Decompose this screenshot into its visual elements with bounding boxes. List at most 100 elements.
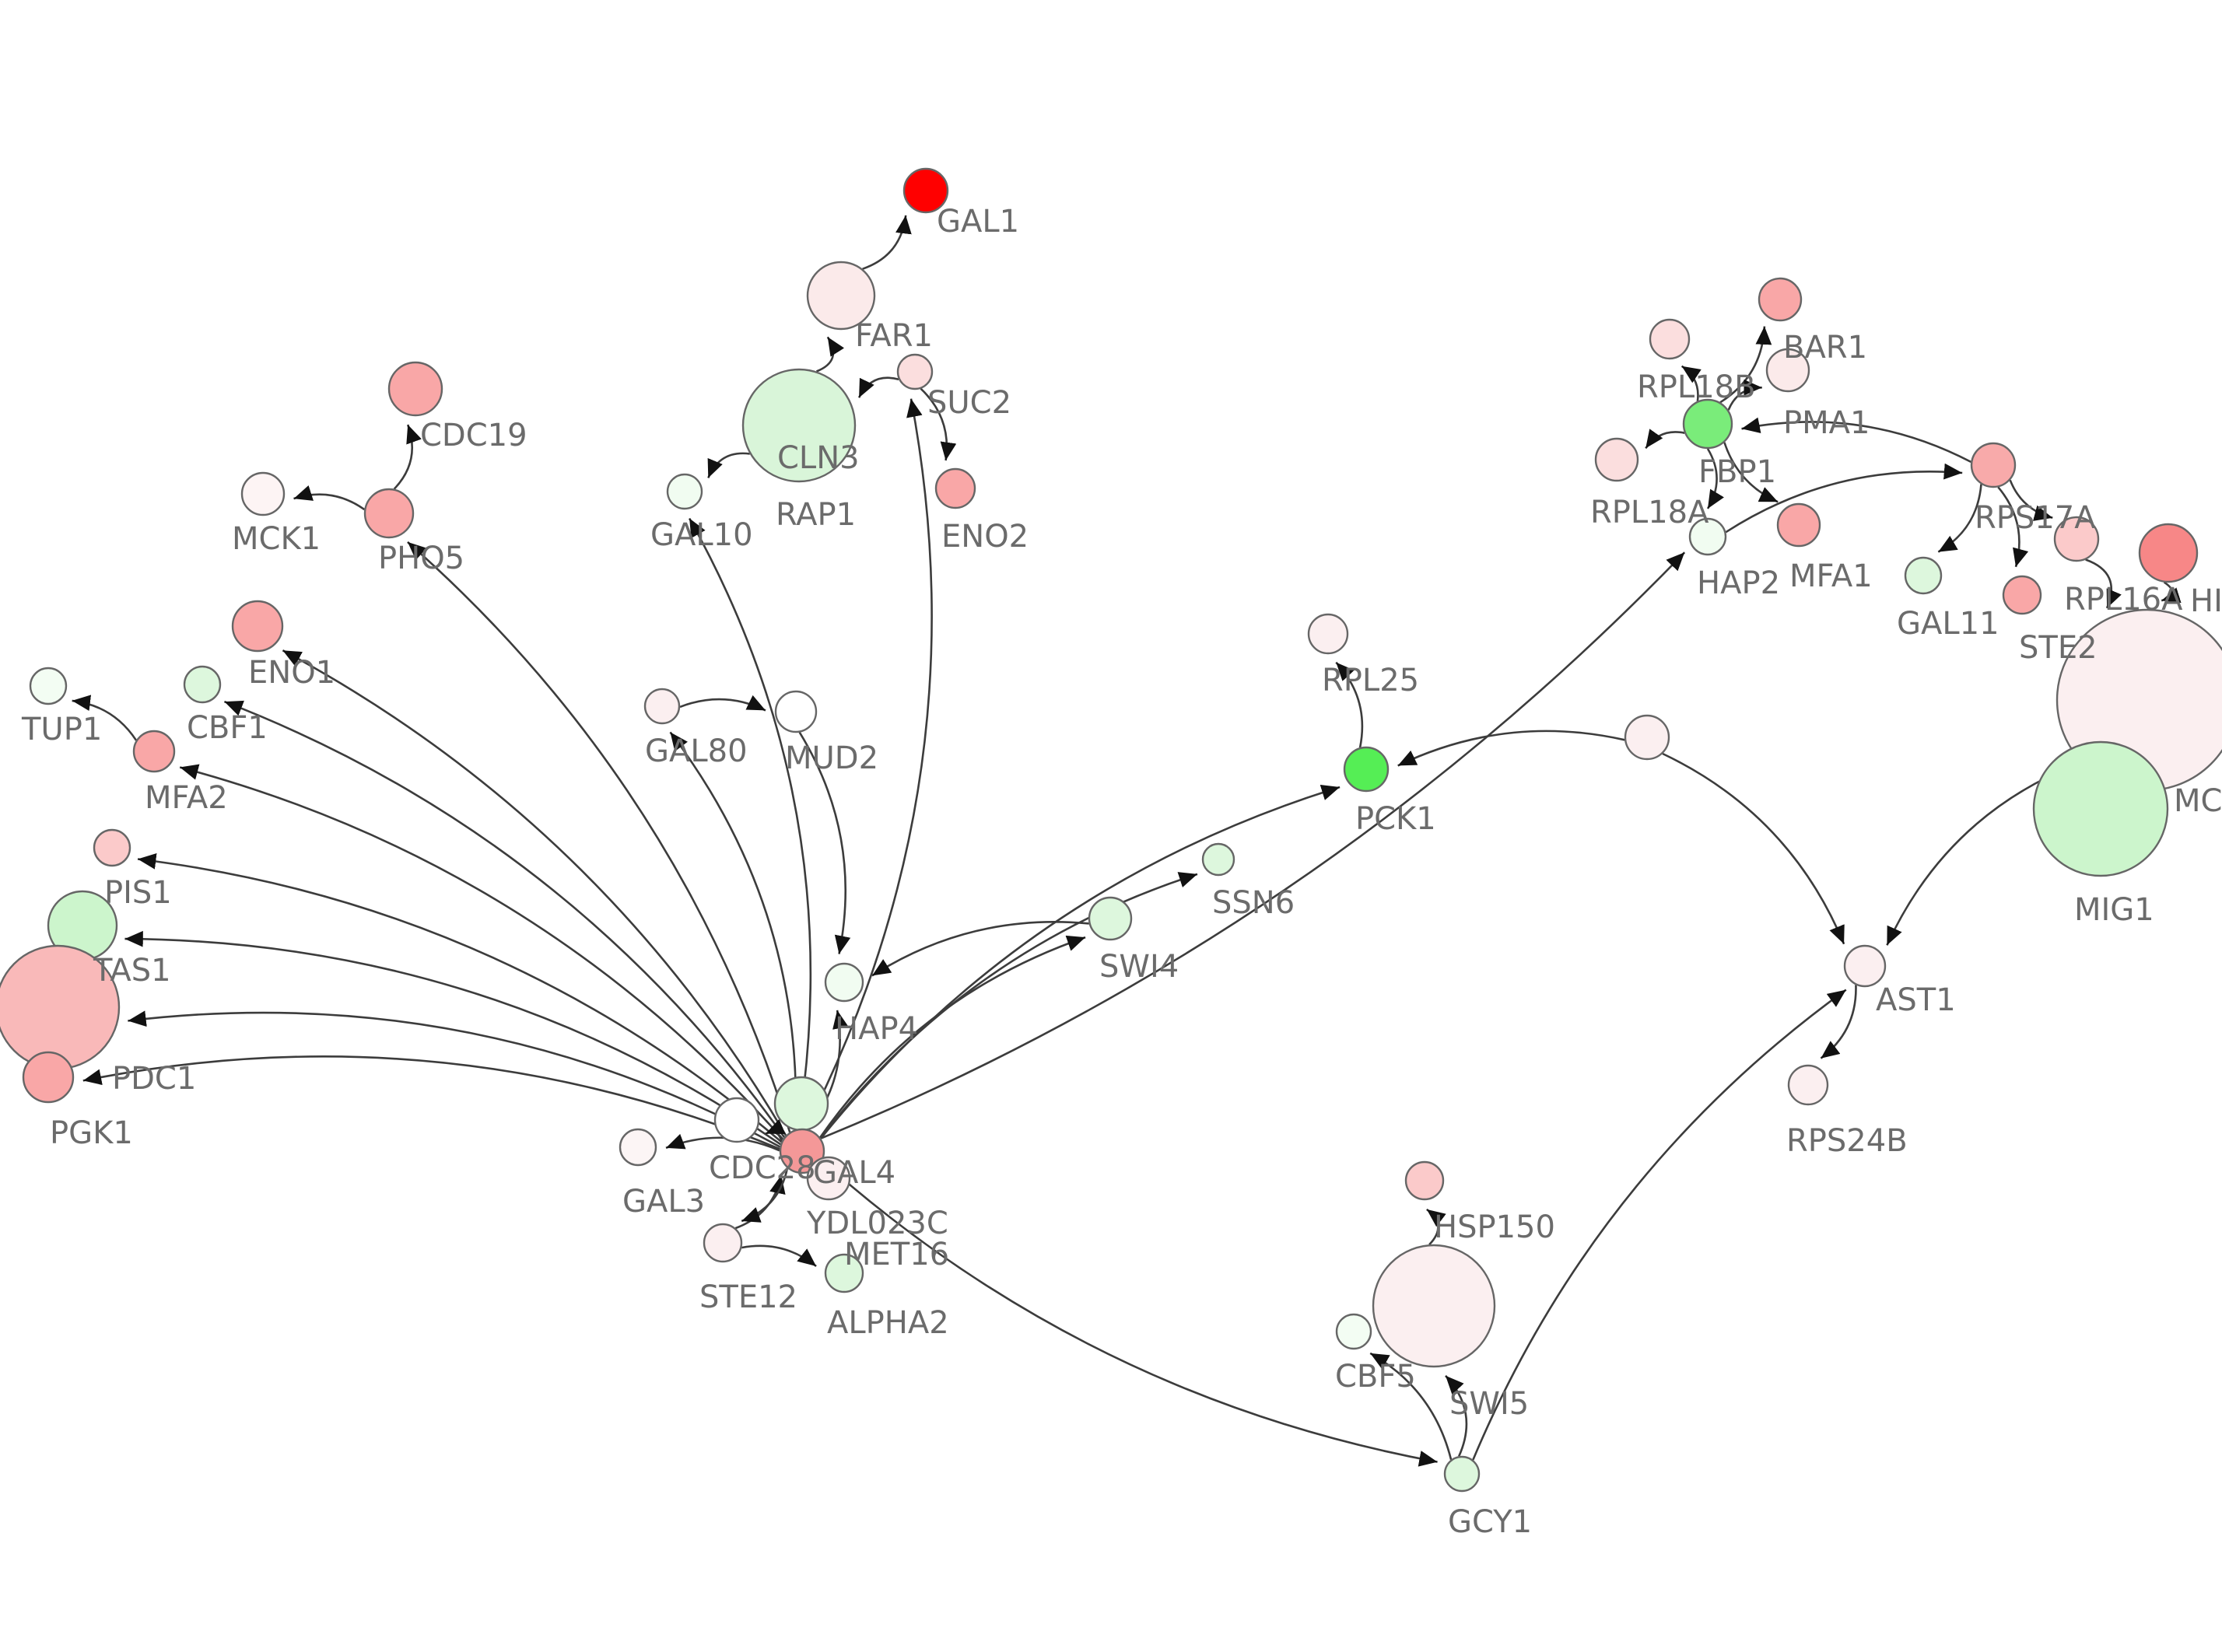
graph-node[interactable] (1688, 517, 1727, 556)
edge (1723, 442, 1779, 503)
graph-node[interactable] (773, 1076, 829, 1132)
graph-node[interactable] (806, 1156, 851, 1201)
graph-node[interactable] (1443, 1455, 1481, 1493)
edge (822, 1160, 1438, 1467)
graph-node[interactable] (2002, 575, 2042, 615)
graph-node[interactable] (1594, 437, 1639, 482)
graph-node[interactable] (2138, 523, 2199, 583)
graph-node[interactable] (824, 962, 864, 1003)
graph-node[interactable] (1765, 348, 1810, 393)
graph-node[interactable] (619, 1128, 657, 1167)
graph-node[interactable] (22, 1051, 75, 1104)
edge (920, 387, 957, 461)
edge (124, 930, 782, 1146)
graph-node[interactable] (1307, 613, 1349, 655)
edge (765, 1118, 786, 1142)
graph-node[interactable] (934, 467, 976, 509)
edge (1397, 730, 1625, 767)
graph-node[interactable] (1343, 746, 1390, 793)
edge (1725, 463, 1963, 534)
graph-node[interactable] (1843, 944, 1887, 988)
edge (816, 336, 845, 373)
edge (707, 452, 750, 478)
edge (741, 1244, 817, 1268)
edge (819, 784, 1341, 1139)
edge (223, 700, 786, 1138)
graph-node[interactable] (1787, 1064, 1829, 1106)
edge (1997, 486, 2029, 568)
graph-node[interactable] (1404, 1160, 1445, 1201)
graph-node[interactable] (240, 471, 286, 516)
graph-node[interactable] (1904, 556, 1943, 595)
graph-node[interactable] (1649, 318, 1691, 360)
edge (741, 1167, 789, 1223)
graph-node[interactable] (666, 473, 703, 510)
edge (688, 517, 812, 1129)
graph-node[interactable] (824, 1253, 864, 1293)
edge (1472, 989, 1847, 1461)
edge (679, 695, 766, 712)
graph-node[interactable] (1758, 277, 1803, 322)
graph-node[interactable] (29, 667, 68, 705)
graph-node[interactable] (387, 361, 443, 417)
graph-node[interactable] (1372, 1244, 1496, 1368)
edge (1369, 1352, 1453, 1461)
graph-node[interactable] (741, 368, 857, 483)
edge (1426, 1208, 1446, 1246)
graph-node[interactable] (1201, 842, 1235, 877)
edge (1445, 1374, 1468, 1457)
graph-node[interactable] (902, 167, 949, 214)
graph-node[interactable] (703, 1223, 743, 1263)
graph-node[interactable] (643, 688, 681, 725)
edge (393, 424, 422, 490)
edge (179, 764, 784, 1140)
graph-node[interactable] (1335, 1313, 1372, 1350)
graph-node[interactable] (2053, 516, 2100, 562)
edge (857, 376, 899, 398)
graph-node[interactable] (806, 261, 876, 331)
edge (282, 649, 787, 1136)
edge (862, 215, 912, 271)
edge (871, 921, 1089, 977)
graph-node[interactable] (1088, 896, 1133, 941)
edge (669, 731, 797, 1130)
edge (1820, 985, 1857, 1059)
edge (2009, 479, 2053, 521)
graph-node[interactable] (363, 488, 415, 539)
edge (1719, 326, 1772, 404)
graph-node[interactable] (1776, 502, 1821, 548)
edge (407, 541, 791, 1133)
graph-node[interactable] (231, 600, 284, 653)
graph-node[interactable] (93, 828, 131, 867)
edge (1681, 365, 1702, 401)
edge (1741, 417, 1971, 464)
graph-node[interactable] (713, 1097, 760, 1143)
graph-node[interactable] (774, 690, 818, 733)
graph-node[interactable] (779, 1128, 825, 1174)
graph-node[interactable] (1970, 442, 2017, 488)
graph-node[interactable] (1682, 398, 1733, 450)
graph-node[interactable] (2032, 740, 2169, 877)
edge (1727, 379, 1762, 411)
edge (820, 551, 1686, 1139)
graph-node[interactable] (896, 353, 934, 390)
edge (72, 695, 138, 741)
edge (128, 1010, 781, 1148)
edge (798, 731, 851, 954)
edge (2085, 558, 2122, 609)
graph-node[interactable] (132, 730, 176, 773)
edge (1335, 661, 1364, 748)
edge (1937, 484, 1982, 553)
edge (293, 485, 366, 511)
graph-node[interactable] (0, 944, 121, 1070)
edge (804, 398, 933, 1129)
edge (2161, 581, 2182, 604)
edge (1645, 429, 1685, 450)
graph-node[interactable] (1624, 714, 1670, 761)
edge (137, 853, 783, 1143)
graph-node[interactable] (183, 665, 222, 704)
edge (1706, 448, 1724, 509)
